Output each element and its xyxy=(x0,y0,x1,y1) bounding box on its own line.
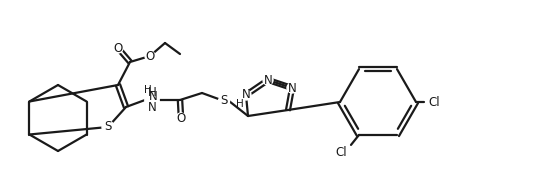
Text: N: N xyxy=(288,81,296,94)
Text: N: N xyxy=(149,90,157,104)
Circle shape xyxy=(145,51,155,61)
Text: O: O xyxy=(146,49,155,62)
Text: N: N xyxy=(264,74,272,87)
Circle shape xyxy=(218,95,230,107)
Text: Cl: Cl xyxy=(428,95,440,108)
Text: H
N: H N xyxy=(148,86,156,114)
Text: S: S xyxy=(220,94,228,107)
Text: H: H xyxy=(144,85,152,95)
Text: Cl: Cl xyxy=(335,146,347,159)
Circle shape xyxy=(176,113,186,123)
Circle shape xyxy=(145,93,159,107)
Circle shape xyxy=(263,75,273,85)
Text: N: N xyxy=(242,88,250,101)
Circle shape xyxy=(333,145,349,161)
Text: S: S xyxy=(104,120,112,133)
Text: H: H xyxy=(236,99,244,109)
Text: O: O xyxy=(113,42,123,55)
Text: O: O xyxy=(177,112,186,125)
Circle shape xyxy=(426,94,442,110)
Circle shape xyxy=(145,93,159,107)
Circle shape xyxy=(113,43,123,53)
Circle shape xyxy=(102,121,114,133)
Circle shape xyxy=(241,90,251,100)
Circle shape xyxy=(287,83,297,93)
